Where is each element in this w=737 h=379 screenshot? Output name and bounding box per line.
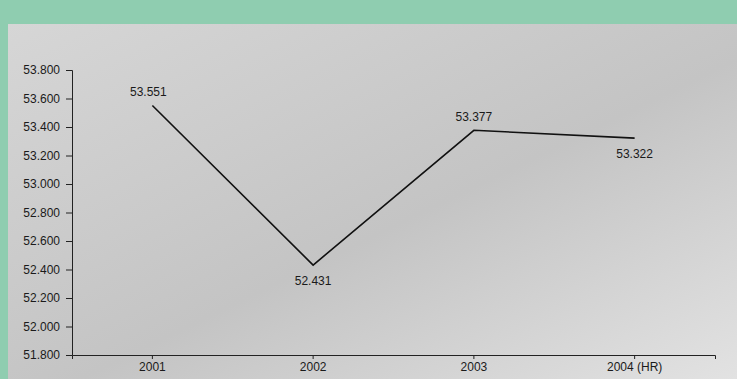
y-tick-mark	[66, 99, 72, 100]
y-tick: 51.800	[23, 348, 72, 362]
y-tick-mark	[66, 70, 72, 71]
y-tick-mark	[66, 355, 72, 356]
x-tick-mark	[473, 355, 474, 359]
y-tick-label: 52.400	[23, 263, 60, 277]
y-tick-label: 53.000	[23, 177, 60, 191]
y-tick-mark	[66, 156, 72, 157]
y-tick-label: 52.000	[23, 320, 60, 334]
y-tick: 52.000	[23, 320, 72, 334]
x-tick-label: 2003	[461, 360, 488, 374]
y-tick: 53.800	[23, 63, 72, 77]
y-tick: 53.400	[23, 120, 72, 134]
y-tick-label: 53.800	[23, 63, 60, 77]
background-panel	[8, 24, 737, 379]
x-tick-mark	[634, 355, 635, 359]
y-tick: 53.200	[23, 149, 72, 163]
y-tick-label: 53.400	[23, 120, 60, 134]
y-tick-mark	[66, 184, 72, 185]
y-tick-mark	[66, 127, 72, 128]
y-tick-label: 52.800	[23, 206, 60, 220]
y-tick: 52.400	[23, 263, 72, 277]
y-tick: 52.200	[23, 291, 72, 305]
x-axis-line	[73, 356, 716, 360]
data-label: 52.431	[295, 274, 332, 288]
y-tick-label: 53.200	[23, 149, 60, 163]
data-label: 53.551	[130, 85, 167, 99]
x-tick-mark	[152, 355, 153, 359]
x-tick-mark	[313, 355, 314, 359]
y-tick-label: 52.600	[23, 234, 60, 248]
y-tick: 52.600	[23, 234, 72, 248]
plot-area	[152, 105, 634, 265]
x-tick: 2004 (HR)	[607, 355, 662, 374]
data-label: 53.377	[456, 110, 493, 124]
y-tick-mark	[66, 327, 72, 328]
data-line	[152, 105, 634, 265]
y-tick: 52.800	[23, 206, 72, 220]
y-tick-label: 52.200	[23, 291, 60, 305]
x-tick-label: 2001	[139, 360, 166, 374]
y-tick-label: 53.600	[23, 92, 60, 106]
y-tick: 53.000	[23, 177, 72, 191]
x-tick: 2001	[139, 355, 166, 374]
y-tick-label: 51.800	[23, 348, 60, 362]
y-tick: 53.600	[23, 92, 72, 106]
y-tick-mark	[66, 270, 72, 271]
x-tick-label: 2002	[300, 360, 327, 374]
x-tick: 2002	[300, 355, 327, 374]
y-tick-mark	[66, 241, 72, 242]
y-tick-mark	[66, 213, 72, 214]
x-tick-label: 2004 (HR)	[607, 360, 662, 374]
y-tick-mark	[66, 298, 72, 299]
x-tick: 2003	[461, 355, 488, 374]
y-axis-line	[66, 71, 73, 356]
data-label: 53.322	[616, 147, 653, 161]
